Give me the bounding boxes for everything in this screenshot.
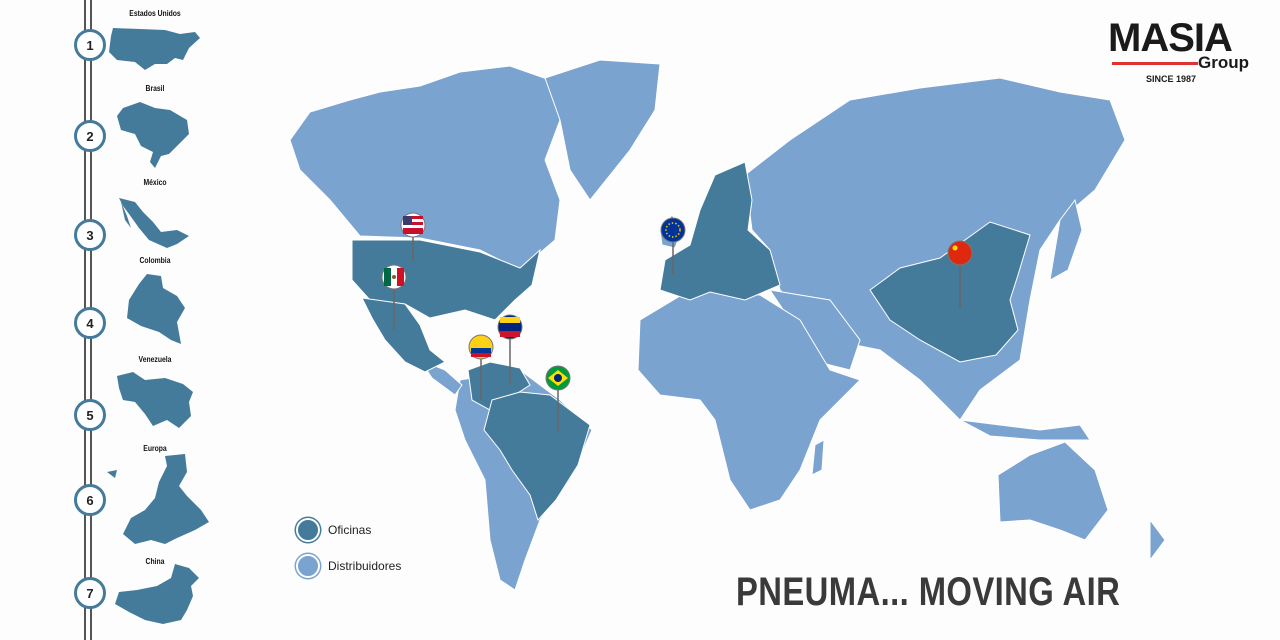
pin-usa[interactable]	[400, 212, 426, 262]
country-label-usa: Estados Unidos	[129, 9, 181, 18]
country-label-colombia: Colombia	[139, 256, 171, 265]
pin-eu[interactable]	[660, 217, 686, 275]
china-silhouette	[115, 564, 199, 624]
step-7: 7	[74, 577, 106, 609]
country-label-china: China	[145, 557, 165, 566]
japan	[1049, 198, 1083, 281]
mexico-silhouette	[119, 198, 189, 248]
europa-silhouette	[107, 454, 209, 544]
brazil-region	[483, 391, 591, 521]
legend-distribuidores: Distribuidores	[296, 554, 401, 578]
logo-red-bar	[1112, 62, 1198, 65]
oficinas-label: Oficinas	[328, 523, 372, 537]
europe-region	[659, 161, 781, 301]
indonesia	[959, 419, 1091, 441]
distribuidores-label: Distribuidores	[328, 559, 402, 573]
brasil-silhouette	[117, 102, 189, 168]
africa	[637, 289, 861, 511]
pin-brazil[interactable]	[545, 365, 571, 432]
australia	[997, 441, 1109, 541]
pins	[381, 212, 973, 432]
pin-mexico[interactable]	[381, 264, 407, 330]
greenland	[544, 59, 661, 201]
china-region	[869, 221, 1031, 363]
oficinas-swatch	[296, 518, 320, 542]
pin-colombia[interactable]	[468, 334, 494, 400]
step-5: 5	[74, 399, 106, 431]
canada-alaska	[289, 65, 561, 271]
logo-name: MASIA	[1108, 16, 1233, 60]
country-label-mexico: México	[143, 178, 167, 187]
country-label-venezuela: Venezuela	[138, 355, 172, 364]
usa-silhouette	[109, 28, 200, 70]
venezuela-silhouette	[117, 372, 193, 428]
pin-venezuela[interactable]	[497, 314, 523, 385]
distribuidores-swatch	[296, 554, 320, 578]
pin-china[interactable]	[947, 240, 973, 308]
country-label-europa: Europa	[143, 444, 167, 453]
office-regions	[351, 161, 1031, 521]
colombia-silhouette	[127, 274, 185, 344]
step-2: 2	[74, 120, 106, 152]
logo-group: Group	[1198, 53, 1249, 72]
mexico-region	[361, 297, 446, 373]
step-4: 4	[74, 307, 106, 339]
country-label-brasil: Brasil	[145, 84, 165, 93]
masia-group-logo: MASIA Group SINCE 1987	[1108, 16, 1249, 84]
step-3: 3	[74, 219, 106, 251]
slogan: PNEUMA... MOVING AIR	[736, 570, 1121, 614]
distributor-regions	[289, 59, 1166, 591]
step-6: 6	[74, 484, 106, 516]
step-1: 1	[74, 29, 106, 61]
new-zealand	[1149, 518, 1166, 562]
madagascar	[811, 439, 825, 476]
legend-oficinas: Oficinas	[296, 518, 371, 542]
logo-since: SINCE 1987	[1146, 74, 1197, 84]
